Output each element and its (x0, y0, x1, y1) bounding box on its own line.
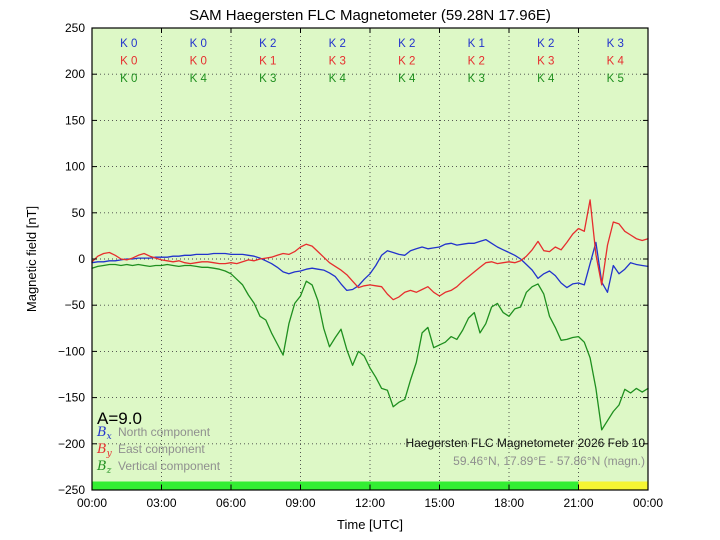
k-index-label-bz: K 0 (120, 73, 137, 85)
x-tick-label: 21:00 (563, 496, 593, 510)
k-index-label-bz: K 4 (537, 73, 555, 85)
legend-label-vertical: Vertical component (118, 459, 221, 473)
k-index-label-bx: K 2 (259, 38, 276, 50)
station-credit-line2: 59.46°N, 17.89°E - 57.86°N (magn.) (453, 454, 645, 468)
y-tick-label: 100 (65, 160, 85, 174)
y-tick-label: 250 (65, 21, 85, 35)
k-index-label-by: K 0 (190, 56, 207, 68)
series-line-bx (91, 238, 649, 293)
k-index-label-by: K 2 (468, 56, 485, 68)
x-tick-label: 00:00 (633, 496, 663, 510)
k-index-label-bx: K 3 (607, 38, 624, 50)
legend-symbol-by: By (96, 442, 113, 459)
k-index-label-bz: K 3 (259, 73, 276, 85)
x-tick-label: 15:00 (424, 496, 454, 510)
k-index-label-bz: K 5 (607, 73, 624, 85)
legend-symbol-bx: Bx (96, 425, 112, 442)
legend-symbol-bz: Bz (96, 459, 112, 476)
series-line-by (91, 199, 649, 301)
x-tick-label: 18:00 (494, 496, 524, 510)
y-tick-label: −50 (65, 298, 86, 312)
x-tick-label: 00:00 (77, 496, 107, 510)
x-tick-label: 06:00 (216, 496, 246, 510)
y-tick-label: 0 (78, 252, 85, 266)
k-index-label-bx: K 2 (329, 38, 346, 50)
legend: Bx North component By East component Bz … (96, 425, 221, 476)
k-index-label-by: K 4 (607, 56, 625, 68)
k-index-label-by: K 0 (120, 56, 137, 68)
k-index-label-bx: K 2 (537, 38, 554, 50)
x-tick-label: 12:00 (355, 496, 385, 510)
y-tick-label: −100 (58, 344, 85, 358)
k-index-label-by: K 1 (259, 56, 276, 68)
activity-bar-segment (92, 481, 579, 490)
station-credit-line1: Haegersten FLC Magnetometer 2026 Feb 10 (406, 436, 646, 450)
k-index-label-bx: K 2 (398, 38, 415, 50)
chart-title: SAM Haegersten FLC Magnetometer (59.28N … (189, 7, 551, 24)
k-index-label-by: K 3 (537, 56, 554, 68)
a-index-annotation: A=9.0 (97, 409, 142, 428)
k-index-label-bx: K 1 (468, 38, 485, 50)
k-index-label-by: K 2 (398, 56, 415, 68)
k-index-label-bx: K 0 (120, 38, 137, 50)
k-index-label-bx: K 0 (190, 38, 207, 50)
k-index-label-bz: K 4 (329, 73, 347, 85)
y-tick-label: −200 (58, 437, 85, 451)
k-index-label-by: K 3 (329, 56, 346, 68)
x-tick-label: 09:00 (285, 496, 315, 510)
k-index-label-bz: K 4 (190, 73, 208, 85)
y-tick-label: 150 (65, 113, 85, 127)
series-line-bz (91, 263, 649, 431)
y-tick-label: −250 (58, 483, 85, 497)
y-tick-label: 50 (72, 206, 86, 220)
y-axis-label: Magnetic field [nT] (24, 206, 39, 312)
x-axis-label: Time [UTC] (337, 517, 403, 532)
legend-label-north: North component (118, 425, 211, 439)
k-index-label-bz: K 4 (398, 73, 416, 85)
activity-bar-segment (578, 481, 648, 490)
y-tick-label: −150 (58, 391, 85, 405)
y-tick-label: 200 (65, 67, 85, 81)
k-index-label-bz: K 3 (468, 73, 485, 85)
x-tick-label: 03:00 (146, 496, 176, 510)
legend-label-east: East component (118, 442, 205, 456)
